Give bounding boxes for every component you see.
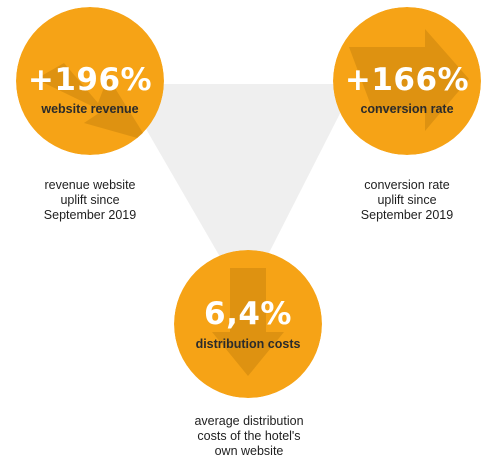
distribution-label: distribution costs — [195, 337, 301, 351]
conversion-stat-circle: +166% conversion rate — [333, 7, 481, 155]
revenue-caption-line: uplift since — [60, 193, 120, 207]
arrow-up-right-icon — [16, 7, 164, 155]
distribution-caption-line: costs of the hotel's — [197, 429, 301, 443]
distribution-value: 6,4% — [204, 296, 292, 332]
revenue-stat-circle: +196% website revenue — [16, 7, 164, 155]
distribution-caption: average distribution costs of the hotel'… — [169, 414, 329, 459]
distribution-caption-line: own website — [214, 444, 284, 458]
revenue-caption-line: revenue website — [44, 178, 136, 192]
revenue-value: +196% — [27, 62, 153, 98]
conversion-caption-line: conversion rate — [364, 178, 450, 192]
conversion-value: +166% — [344, 62, 470, 98]
conversion-label: conversion rate — [360, 102, 454, 116]
conversion-caption: conversion rate uplift since September 2… — [327, 178, 487, 223]
arrow-up-right-icon — [333, 7, 481, 155]
arrow-down-icon — [174, 250, 322, 398]
conversion-caption-line: September 2019 — [360, 208, 454, 222]
revenue-caption-line: September 2019 — [43, 208, 137, 222]
revenue-label: website revenue — [41, 102, 139, 116]
revenue-caption: revenue website uplift since September 2… — [10, 178, 170, 223]
distribution-caption-line: average distribution — [194, 414, 304, 428]
conversion-caption-line: uplift since — [377, 193, 437, 207]
distribution-stat-circle: 6,4% distribution costs — [174, 250, 322, 398]
